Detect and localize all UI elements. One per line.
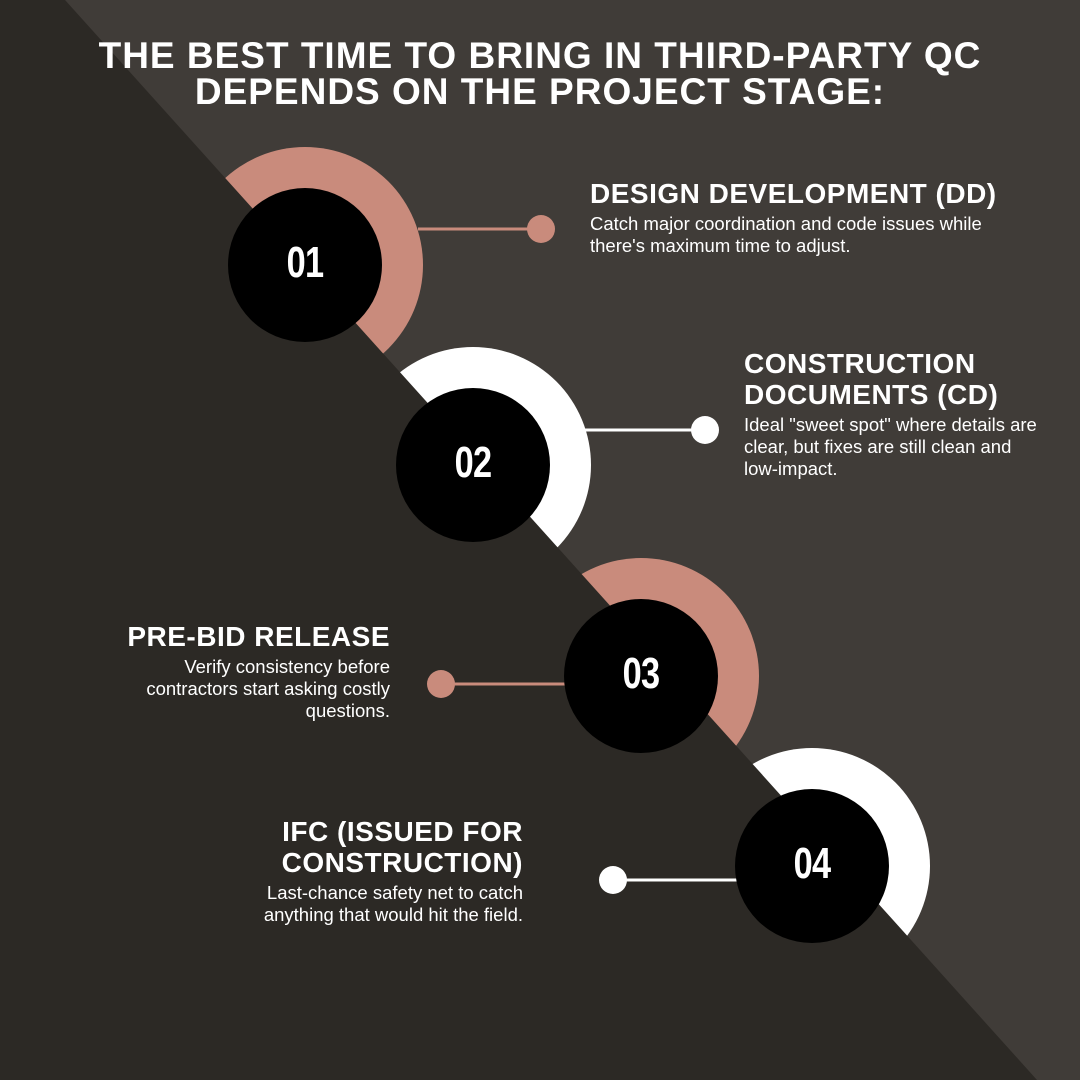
step-heading: CONSTRUCTION DOCUMENTS (CD) [744,348,999,410]
connector-dot-02 [691,416,719,444]
connector-dot-04 [599,866,627,894]
step-description: Verify consistency before contractors st… [146,656,390,721]
step-number-04: 04 [793,839,831,888]
step-heading: PRE-BID RELEASE [127,621,390,652]
page-title: THE BEST TIME TO BRING IN THIRD-PARTY QC… [98,35,982,112]
step-description: Catch major coordination and code issues… [590,213,982,256]
connector-dot-01 [527,215,555,243]
number-circle-02 [396,388,550,542]
step-description: Ideal "sweet spot" where details are cle… [744,414,1037,479]
step-number-03: 03 [622,649,660,698]
connector-dot-03 [427,670,455,698]
number-circle-04 [735,789,889,943]
step-heading: IFC (ISSUED FOR CONSTRUCTION) [281,816,523,878]
step-03: PRE-BID RELEASE Verify consistency befor… [110,621,390,722]
step-description: Last-chance safety net to catch anything… [263,882,523,925]
number-circle-01 [228,188,382,342]
step-02: CONSTRUCTION DOCUMENTS (CD) Ideal "sweet… [744,348,1044,480]
step-heading: DESIGN DEVELOPMENT (DD) [590,178,997,209]
step-number-01: 01 [286,238,324,287]
number-circle-03 [564,599,718,753]
step-number-02: 02 [454,438,492,487]
step-01: DESIGN DEVELOPMENT (DD) Catch major coor… [590,178,1040,257]
background-light-panel [65,0,1080,1080]
step-04: IFC (ISSUED FOR CONSTRUCTION) Last-chanc… [220,816,523,926]
